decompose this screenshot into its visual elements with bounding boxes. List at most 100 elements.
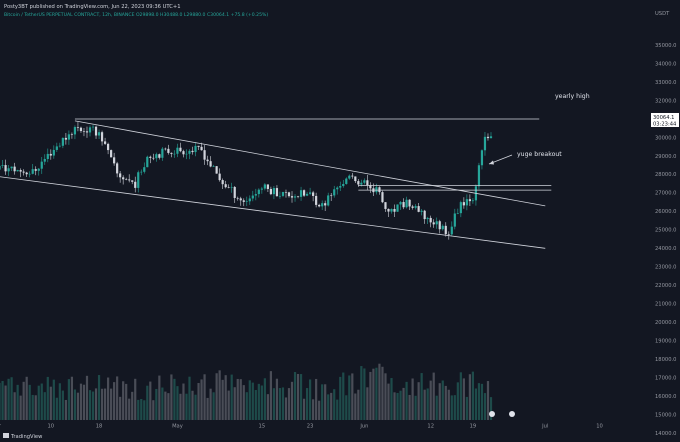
candle-body [209, 161, 212, 167]
volume-bar [85, 375, 89, 420]
candle-body [315, 195, 318, 205]
candle-body [49, 153, 52, 156]
y-tick-label: 25000.0 [655, 228, 676, 234]
trendline-upper[interactable] [74, 120, 546, 207]
candle-body [272, 188, 276, 195]
candle-body [363, 180, 366, 183]
candle-body [375, 187, 378, 193]
candle-body [227, 187, 230, 188]
y-axis-unit: USDT [655, 11, 670, 17]
candle-body [61, 137, 64, 146]
volume-bar [459, 372, 462, 420]
candle-body [471, 200, 475, 202]
candle-body [468, 199, 471, 202]
candle-body [263, 184, 266, 189]
candle-body [254, 194, 257, 196]
volume-bar [432, 372, 435, 420]
candle-body [82, 131, 86, 132]
volume-bar [158, 375, 161, 420]
candle-body [354, 176, 357, 182]
candle-body [79, 127, 83, 132]
candle-body [381, 192, 384, 203]
volume-bar [318, 400, 321, 420]
candle-body [242, 200, 245, 202]
y-tick-label: 22000.0 [655, 283, 676, 289]
volume-bar [221, 379, 224, 420]
volume-bar [49, 386, 52, 420]
volume-bar [465, 396, 468, 420]
candle-body [7, 168, 10, 172]
candle-body [260, 188, 263, 190]
candle-body [236, 197, 239, 199]
candle-body [203, 150, 206, 160]
volume-bar [164, 391, 167, 420]
volume-bar [309, 379, 312, 420]
volume-bar [242, 385, 245, 420]
volume-bar [483, 393, 487, 420]
volume-bar [305, 388, 309, 420]
volume-bar [185, 393, 188, 420]
volume-bar [7, 378, 10, 420]
candle-body [34, 169, 37, 171]
candle-body [438, 221, 441, 230]
candle-body [88, 127, 92, 133]
volume-bar [375, 367, 378, 420]
volume-bar [197, 383, 200, 420]
candle-body [257, 189, 260, 195]
volume-bar [200, 379, 203, 420]
volume-bar [97, 375, 101, 420]
candle-body [411, 206, 414, 208]
volume-bar [411, 378, 414, 420]
candle-body [206, 159, 209, 162]
candle-body [52, 149, 55, 156]
event-icons [489, 411, 515, 417]
volume-bar [489, 397, 493, 420]
volume-bar [182, 383, 185, 420]
candle-body [73, 127, 77, 135]
x-tick-label: 12 [427, 424, 434, 430]
volume-bar [290, 381, 294, 420]
candle-body [167, 148, 170, 153]
candle-body [342, 183, 345, 187]
countdown-label: 03:23:44 [653, 122, 677, 128]
volume-bar [125, 383, 128, 420]
candle-body [305, 193, 309, 196]
volume-bar [393, 392, 396, 420]
volume-bar [327, 394, 330, 420]
volume-bar [444, 385, 447, 420]
volume-bar [263, 378, 266, 420]
candle-body [134, 181, 137, 188]
volume-bar [82, 384, 86, 420]
x-tick-label: Apr [0, 424, 2, 430]
y-tick-label: 29000.0 [655, 154, 676, 160]
candle-body [312, 192, 315, 196]
candle-body [55, 146, 58, 150]
candle-body [432, 222, 435, 225]
candle-body [417, 206, 420, 212]
candle-body [188, 150, 191, 154]
event-flag-icon[interactable] [509, 411, 515, 417]
volume-bar [55, 397, 58, 420]
candle-body [28, 173, 31, 175]
volume-bar [128, 398, 131, 420]
x-tick-label: May [172, 424, 183, 430]
y-tick-label: 16000.0 [655, 394, 676, 400]
y-tick-label: 26000.0 [655, 209, 676, 215]
volume-bar [378, 363, 381, 420]
volume-bar [296, 373, 300, 420]
trendline-lower[interactable] [0, 176, 546, 249]
candle-body [200, 146, 203, 151]
event-flag-icon[interactable] [489, 411, 495, 417]
volume-bar [360, 366, 363, 420]
volume-bar [414, 395, 417, 420]
candle-body [405, 199, 408, 208]
current-price-label: 30064.1 [653, 115, 674, 121]
volume-bar [293, 372, 297, 420]
candle-body [158, 154, 161, 158]
x-tick-label: 19 [470, 424, 477, 430]
volume-bar [426, 388, 429, 420]
y-tick-label: 15000.0 [655, 412, 676, 418]
volume-bar [239, 379, 242, 420]
